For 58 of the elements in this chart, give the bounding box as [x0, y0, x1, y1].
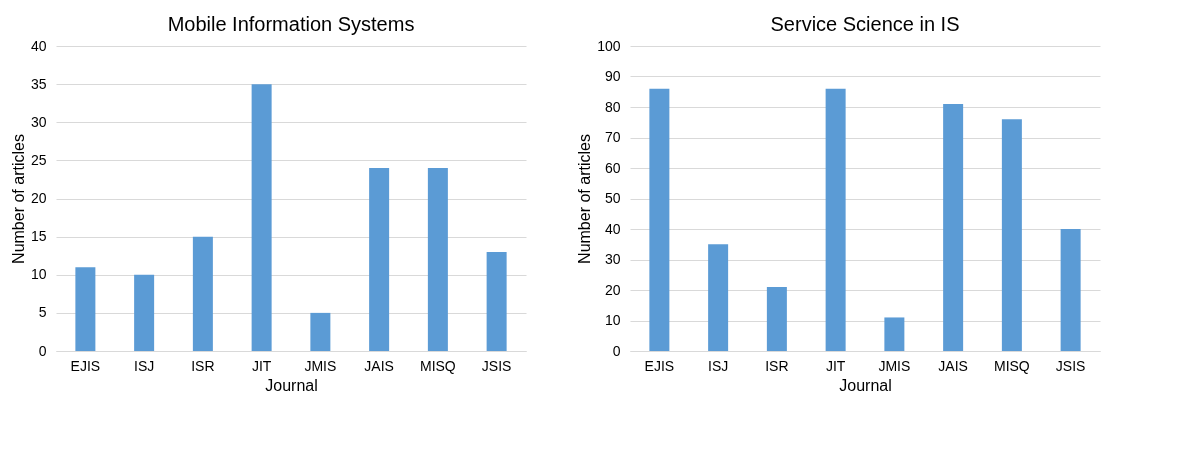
y-tick-label: 100 [597, 37, 621, 54]
x-axis-title: Journal [839, 376, 892, 394]
bar [766, 286, 787, 351]
x-tick-label: ISR [765, 357, 789, 374]
bar [427, 168, 448, 351]
y-tick-label: 5 [38, 304, 47, 321]
chart-title: Mobile Information Systems [167, 13, 415, 35]
bar [134, 274, 155, 351]
y-tick-label: 20 [30, 190, 47, 206]
y-tick-label: 90 [604, 68, 621, 84]
bar [884, 317, 905, 351]
y-tick-label: 70 [604, 129, 621, 145]
bar [251, 84, 272, 351]
x-tick-label: EJIS [70, 357, 101, 374]
x-tick-label: ISJ [708, 357, 729, 374]
y-tick-label: 35 [30, 75, 47, 92]
y-axis-title: Number of articles [9, 134, 27, 264]
x-tick-label: JMIS [304, 357, 337, 374]
y-tick-label: 10 [604, 312, 621, 328]
x-tick-label: JAIS [364, 357, 394, 374]
y-tick-label: 0 [612, 342, 621, 359]
bar [649, 88, 670, 351]
y-tick-label: 15 [30, 228, 47, 245]
y-axis-title: Number of articles [576, 134, 594, 264]
y-tick-label: 50 [604, 190, 621, 206]
bar [75, 267, 96, 351]
x-tick-label: MISQ [419, 357, 456, 374]
y-tick-label: 0 [38, 342, 47, 359]
bar [708, 244, 729, 351]
bar [486, 251, 507, 351]
x-tick-label: JSIS [481, 357, 512, 374]
x-tick-label: JAIS [938, 357, 968, 374]
y-tick-label: 20 [604, 281, 621, 298]
bar [943, 103, 964, 351]
x-tick-label: ISR [191, 357, 215, 374]
x-tick-label: EJIS [644, 357, 675, 374]
x-tick-label: MISQ [993, 357, 1030, 374]
bar [369, 168, 390, 351]
bar [310, 312, 331, 351]
y-tick-label: 10 [30, 266, 47, 283]
chart-title: Service Science in IS [770, 13, 960, 35]
y-tick-label: 60 [604, 159, 621, 176]
bar [1060, 229, 1081, 351]
y-tick-label: 80 [604, 98, 621, 115]
y-tick-label: 40 [604, 220, 621, 237]
x-tick-label: JMIS [878, 357, 911, 374]
y-tick-label: 30 [604, 251, 621, 267]
bar [1001, 119, 1022, 351]
y-tick-label: 25 [30, 151, 47, 168]
y-tick-label: 40 [30, 37, 47, 54]
y-tick-label: 30 [30, 113, 47, 130]
x-tick-label: JIT [251, 357, 272, 374]
bar [825, 88, 846, 351]
x-tick-label: JIT [825, 357, 846, 374]
bar [192, 236, 213, 351]
x-tick-label: JSIS [1055, 357, 1086, 374]
x-tick-label: ISJ [134, 357, 155, 374]
x-axis-title: Journal [265, 376, 318, 394]
